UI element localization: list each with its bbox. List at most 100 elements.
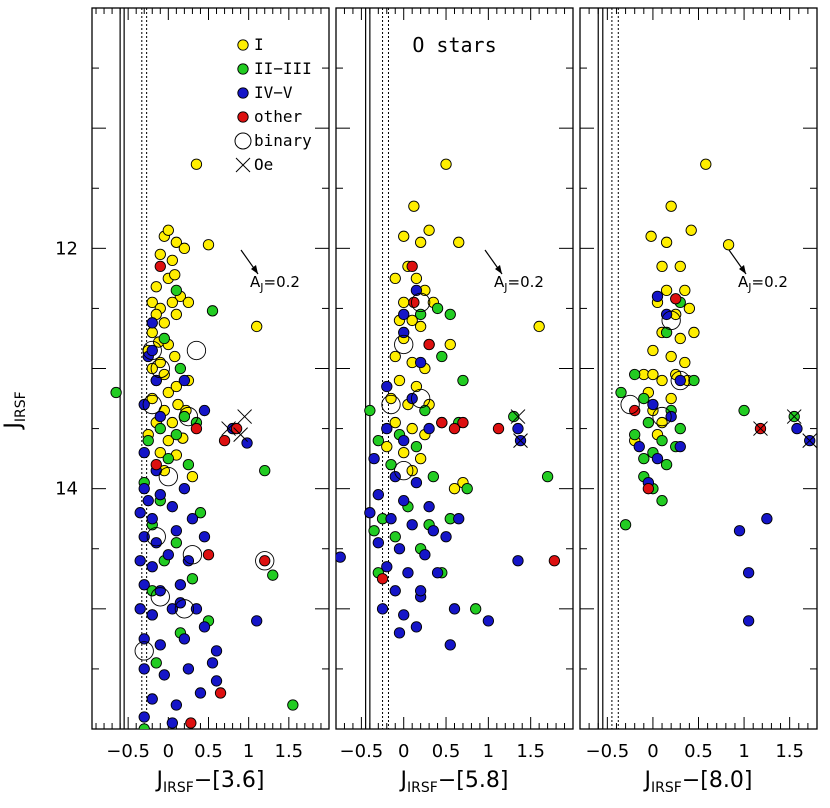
oe-cross xyxy=(233,427,248,442)
legend-label: IV−V xyxy=(254,83,293,102)
data-point-II-III xyxy=(541,470,554,483)
data-point-IV-V xyxy=(134,603,146,615)
data-point-I xyxy=(444,338,456,351)
x-axis-label: JIRSF−[8.0] xyxy=(643,768,753,796)
x-axis-label-rest: −[5.8] xyxy=(438,768,509,793)
legend-label: Oe xyxy=(254,155,273,174)
data-point-II-III xyxy=(414,308,427,321)
data-point-II-III xyxy=(142,434,154,447)
data-point-IV-V xyxy=(206,657,219,669)
data-point-IV-V xyxy=(182,555,195,567)
data-point-II-III xyxy=(259,464,271,477)
data-point-I xyxy=(700,158,712,170)
data-point-IV-V xyxy=(448,603,461,615)
x-tick-label: 1.5 xyxy=(516,741,545,762)
x-tick-label: −0.5 xyxy=(585,741,629,762)
oe-cross xyxy=(510,409,526,424)
data-point-II-III xyxy=(154,422,166,435)
data-point-IV-V xyxy=(190,603,203,615)
x-axis-label-sub: IRSF xyxy=(407,780,438,796)
data-points xyxy=(336,158,561,651)
binary-ring xyxy=(158,466,178,487)
data-point-I xyxy=(410,272,423,285)
data-point-II-III xyxy=(138,723,150,729)
binary-ring xyxy=(150,358,170,379)
data-point-I xyxy=(169,269,181,281)
data-point-IV-V xyxy=(198,404,211,417)
data-point-II-III xyxy=(656,434,668,447)
x-tick-label: 1 xyxy=(738,741,749,762)
data-point-II-III xyxy=(457,374,469,387)
data-point-IV-V xyxy=(372,489,384,501)
data-point-I xyxy=(398,446,410,459)
data-point-II-III xyxy=(158,332,170,345)
x-tick-label: 1 xyxy=(483,741,494,762)
y-tick-label: 14 xyxy=(55,479,78,500)
data-point-II-III xyxy=(642,416,655,429)
x-axis-label-rest: −[3.6] xyxy=(194,768,265,793)
data-point-IV-V xyxy=(376,603,389,615)
x-tick-label: 0 xyxy=(647,741,658,762)
data-point-II-III xyxy=(629,428,641,441)
data-point-IV-V xyxy=(162,549,174,561)
data-point-II-III xyxy=(615,386,627,399)
annotation-rest: =0.2 xyxy=(508,273,544,291)
data-point-IV-V xyxy=(512,555,524,567)
data-point-II-III xyxy=(372,434,384,447)
data-point-I xyxy=(251,320,263,333)
data-point-IV-V xyxy=(398,495,410,507)
data-point-IV-V xyxy=(381,422,393,435)
data-point-IV-V xyxy=(389,470,401,483)
data-point-II-III xyxy=(656,495,668,507)
data-point-I xyxy=(414,320,427,333)
extinction-arrow-head xyxy=(495,265,502,274)
data-point-IV-V xyxy=(186,513,199,525)
data-point-II-III xyxy=(170,428,183,441)
x-tick-label: 0.5 xyxy=(432,741,461,762)
data-point-other xyxy=(259,555,271,567)
data-point-I xyxy=(162,224,174,236)
data-point-I xyxy=(414,236,427,248)
data-point-II-III xyxy=(461,483,473,495)
data-point-IV-V xyxy=(146,693,158,705)
data-points xyxy=(110,158,299,729)
data-point-IV-V xyxy=(440,531,452,543)
data-point-I xyxy=(169,350,181,363)
data-point-IV-V xyxy=(423,422,435,435)
data-point-IV-V xyxy=(398,326,410,339)
data-point-II-III xyxy=(470,603,482,615)
binary-ring xyxy=(182,545,203,565)
data-point-I xyxy=(440,158,452,170)
data-point-IV-V xyxy=(336,551,346,563)
oe-cross xyxy=(221,421,236,436)
data-point-other xyxy=(670,293,682,305)
data-point-I xyxy=(679,284,691,297)
annotation-main: A xyxy=(494,273,505,291)
data-point-II-III xyxy=(389,531,401,543)
data-point-IV-V xyxy=(138,663,150,675)
binary-ring xyxy=(620,394,640,415)
x-tick-label: 0.5 xyxy=(684,741,713,762)
data-point-IV-V xyxy=(138,483,150,495)
data-point-I xyxy=(665,200,677,212)
data-point-IV-V xyxy=(146,317,158,329)
data-point-IV-V xyxy=(742,615,755,627)
data-point-II-III xyxy=(427,470,439,483)
data-point-IV-V xyxy=(142,495,154,507)
data-point-other xyxy=(642,483,655,495)
x-tick-label: 0 xyxy=(163,741,174,762)
data-point-IV-V xyxy=(138,633,150,645)
data-point-IV-V xyxy=(381,380,393,393)
legend-label: binary xyxy=(254,131,312,150)
data-point-other xyxy=(629,404,641,417)
data-point-I xyxy=(408,200,420,212)
legend: I II−III IV−V other binary Oe xyxy=(234,35,312,174)
data-point-other xyxy=(457,416,469,429)
data-point-IV-V xyxy=(406,519,418,531)
data-point-I xyxy=(722,239,735,251)
data-points xyxy=(615,158,817,627)
data-point-II-III xyxy=(738,404,750,417)
data-point-IV-V xyxy=(633,440,645,453)
